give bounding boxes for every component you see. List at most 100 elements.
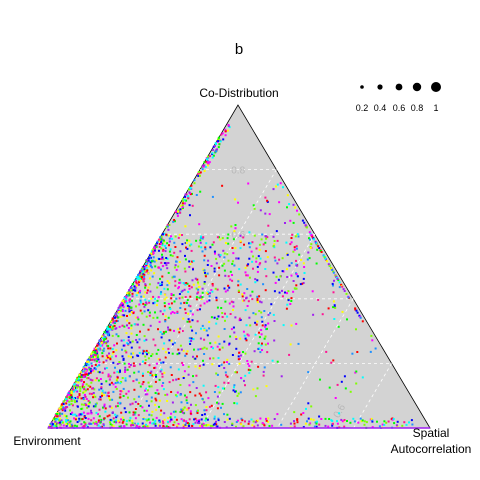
data-point (115, 419, 118, 422)
data-point (54, 414, 57, 416)
data-point (239, 357, 241, 360)
data-point (70, 425, 73, 427)
data-point (71, 388, 74, 391)
data-point (117, 419, 120, 422)
data-point (216, 317, 219, 320)
data-point (178, 297, 181, 300)
data-point (95, 411, 98, 414)
data-point (201, 296, 204, 299)
data-point (124, 366, 127, 369)
data-point (365, 421, 368, 424)
data-point (248, 242, 251, 245)
data-point (308, 423, 311, 426)
data-point (211, 243, 214, 246)
data-point (98, 388, 101, 391)
data-point (146, 259, 149, 261)
data-point (57, 422, 60, 425)
data-point (188, 260, 191, 263)
data-point (258, 336, 261, 339)
data-point (216, 373, 219, 376)
data-point (177, 236, 180, 239)
data-point (85, 424, 88, 427)
data-point (295, 322, 298, 325)
data-point (76, 386, 78, 389)
data-point (186, 422, 189, 424)
data-point (152, 302, 155, 305)
data-point (306, 420, 308, 423)
data-point (106, 326, 109, 329)
data-point (91, 379, 94, 382)
data-point (156, 240, 159, 243)
data-point (74, 417, 77, 420)
data-point (315, 262, 318, 265)
data-point (88, 366, 91, 369)
data-point (97, 358, 100, 361)
data-point (288, 264, 291, 267)
data-point (151, 353, 154, 356)
data-point (94, 395, 97, 398)
data-point (58, 407, 61, 410)
data-point (142, 302, 145, 305)
data-point (158, 419, 161, 422)
data-point (189, 343, 192, 345)
data-point (209, 342, 212, 345)
data-point (107, 325, 110, 328)
data-point (182, 349, 185, 352)
data-point (265, 275, 268, 278)
data-point (141, 383, 144, 386)
data-point (303, 221, 306, 224)
data-point (134, 408, 137, 410)
data-point (133, 279, 136, 282)
data-point (154, 344, 157, 347)
data-point (264, 324, 267, 327)
data-point (103, 393, 106, 396)
data-point (262, 374, 265, 377)
data-point (201, 347, 204, 350)
data-point (165, 233, 168, 236)
data-point (192, 268, 194, 271)
data-point (100, 382, 103, 385)
data-point (87, 384, 90, 387)
data-point (76, 390, 79, 393)
data-point (355, 382, 358, 385)
data-point (115, 355, 117, 358)
data-point (169, 329, 172, 332)
data-point (251, 298, 254, 301)
data-point (226, 413, 229, 416)
data-point (194, 394, 197, 397)
data-point (301, 219, 304, 222)
data-point (164, 356, 167, 359)
data-point (175, 260, 178, 263)
data-point (149, 261, 152, 264)
data-point (177, 348, 180, 351)
data-point (213, 391, 216, 393)
data-point (273, 320, 276, 322)
data-point (181, 206, 184, 209)
data-point (213, 270, 216, 273)
data-point (72, 390, 75, 393)
data-point (265, 417, 267, 420)
data-point (97, 419, 100, 422)
data-point (134, 287, 137, 290)
data-point (119, 306, 122, 309)
data-point (153, 246, 156, 249)
grid-line-right (353, 363, 392, 429)
data-point (167, 328, 170, 331)
data-point (176, 425, 178, 428)
data-point (168, 250, 171, 253)
data-point (169, 420, 172, 423)
data-point (147, 257, 150, 260)
data-point (152, 256, 155, 259)
data-point (259, 300, 261, 303)
data-point (171, 401, 174, 404)
data-point (326, 260, 328, 263)
data-point (101, 394, 103, 397)
data-point (148, 413, 151, 416)
data-point (159, 268, 162, 271)
data-point (107, 328, 109, 331)
data-point (181, 204, 184, 207)
data-point (347, 296, 350, 299)
data-point (120, 302, 123, 305)
data-point (100, 340, 103, 343)
data-point (302, 426, 305, 429)
